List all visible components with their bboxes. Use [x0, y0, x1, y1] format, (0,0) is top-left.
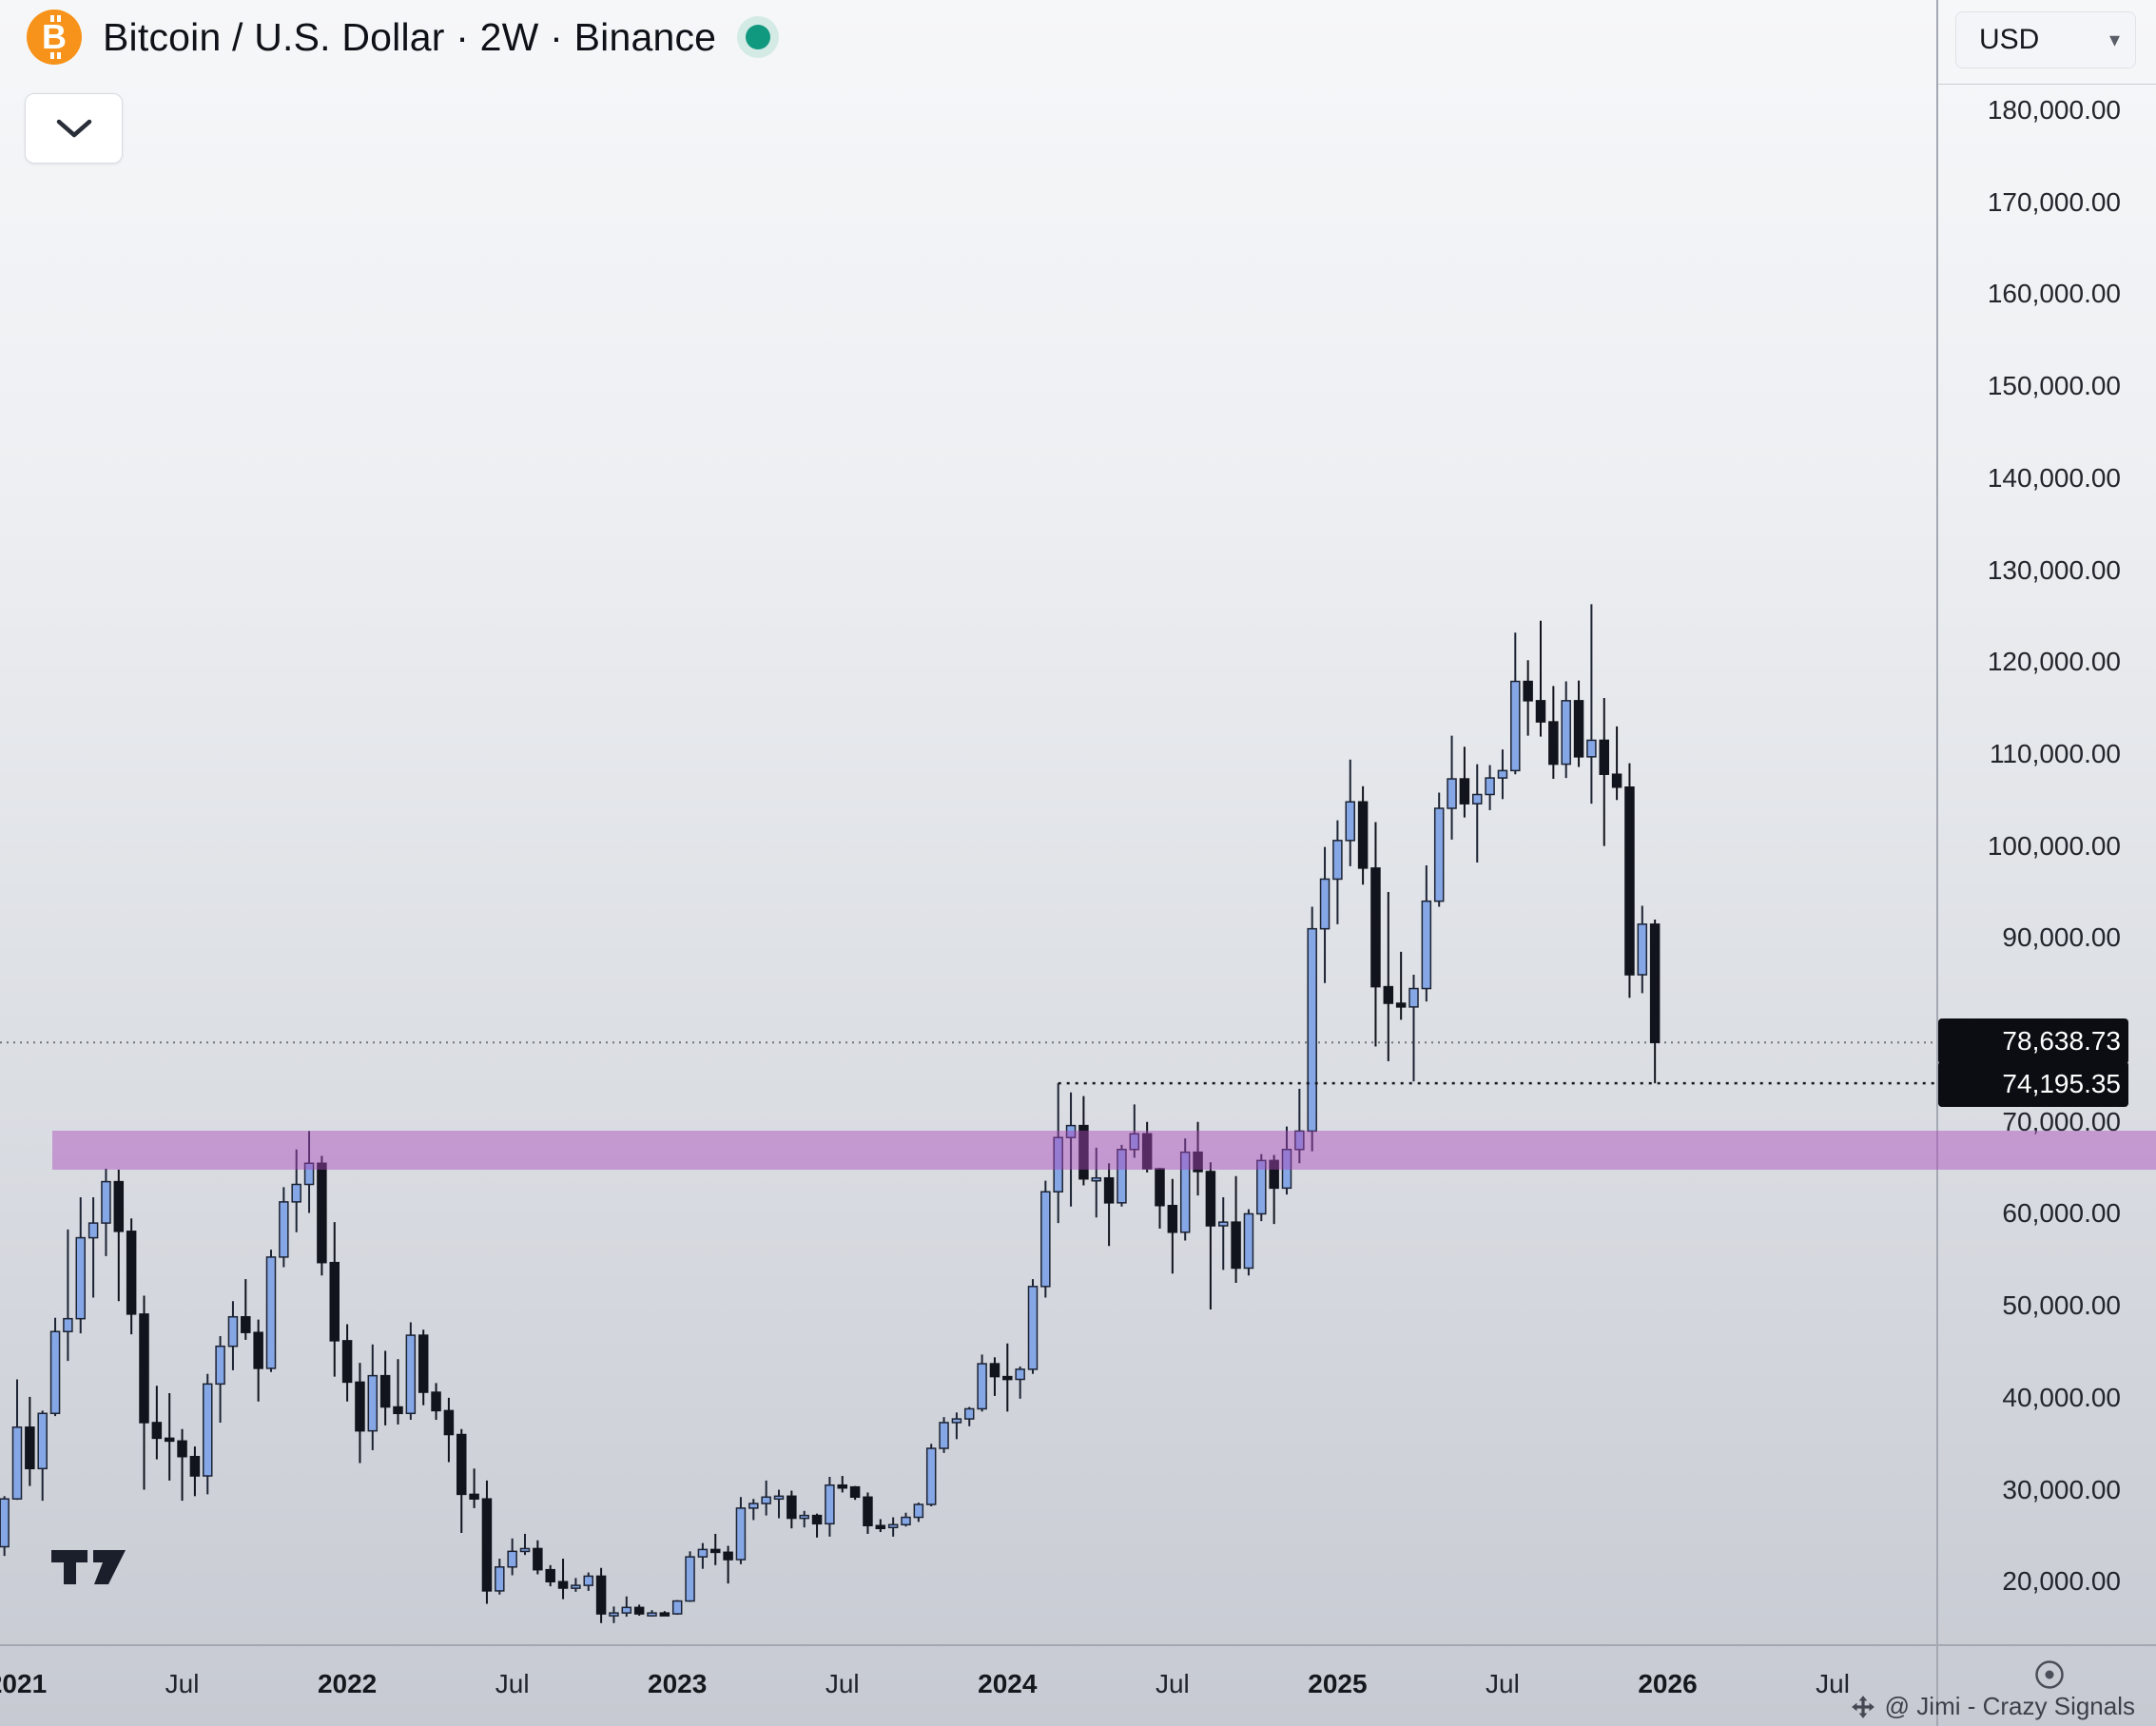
svg-text:B: B	[42, 17, 67, 56]
move-icon	[1851, 1695, 1874, 1718]
target-icon[interactable]	[2031, 1657, 2068, 1697]
time-axis-label: 2025	[1308, 1669, 1368, 1698]
price-axis-label: 80,000.00	[2002, 1015, 2121, 1045]
price-axis-label: 120,000.00	[1987, 647, 2121, 677]
price-axis-separator	[1936, 0, 1938, 1726]
currency-dropdown[interactable]: USD ▾	[1955, 11, 2136, 68]
price-axis-label: 160,000.00	[1987, 279, 2121, 309]
currency-label: USD	[1979, 24, 2040, 55]
symbol-title[interactable]: Bitcoin / U.S. Dollar · 2W · Binance	[103, 14, 717, 59]
legend-collapse-button[interactable]	[25, 93, 123, 164]
signature-watermark: @ Jimi - Crazy Signals	[1851, 1692, 2135, 1721]
price-axis-label: 90,000.00	[2002, 922, 2121, 953]
time-axis-label: 2024	[978, 1669, 1038, 1698]
candle-series	[0, 604, 1661, 1623]
time-axis-label: 2022	[317, 1669, 378, 1698]
caret-down-icon: ▾	[2108, 28, 2120, 51]
price-axis-label: 50,000.00	[2002, 1290, 2121, 1321]
symbol-legend: B Bitcoin / U.S. Dollar · 2W · Binance	[27, 10, 780, 65]
price-axis-label: 170,000.00	[1987, 186, 2121, 217]
time-axis-label: Jul	[825, 1669, 860, 1698]
market-status-ring	[737, 16, 780, 58]
bitcoin-icon: B	[27, 10, 82, 65]
price-axis-label: 70,000.00	[2002, 1106, 2121, 1136]
price-axis-label: 140,000.00	[1987, 462, 2121, 493]
time-axis-label: 2021	[0, 1669, 48, 1698]
axis-header-divider	[1938, 84, 2156, 85]
price-axis-label: 110,000.00	[1989, 738, 2121, 768]
time-axis[interactable]: 2021 Jul 2022 Jul 2023 Jul 2024 Jul 2025 Jul 2026 J…	[0, 1644, 1936, 1726]
price-axis-label: 150,000.00	[1987, 371, 2121, 401]
time-axis-label: 2026	[1638, 1669, 1698, 1698]
market-open-dot	[746, 25, 771, 49]
time-axis-label: Jul	[1816, 1669, 1850, 1698]
candlestick-chart[interactable]	[0, 0, 1936, 1644]
watermark-text: @ Jimi - Crazy Signals	[1884, 1692, 2135, 1720]
price-axis-label: 60,000.00	[2002, 1198, 2121, 1229]
time-axis-label: 2023	[648, 1669, 708, 1698]
price-axis-label: 40,000.00	[2002, 1382, 2121, 1412]
time-axis-label: Jul	[1486, 1669, 1520, 1698]
price-axis[interactable]: 180,000.00 170,000.00 160,000.00 150,000.00…	[1937, 0, 2156, 1644]
time-axis-label: Jul	[495, 1669, 530, 1698]
price-axis-label: 100,000.00	[1987, 830, 2121, 861]
chevron-down-icon	[56, 119, 91, 138]
tradingview-logo[interactable]	[51, 1537, 131, 1595]
support-zone-rectangle[interactable]	[52, 1131, 2156, 1171]
price-axis-label: 130,000.00	[1987, 554, 2121, 585]
time-axis-label: Jul	[165, 1669, 200, 1698]
price-axis-label: 20,000.00	[2002, 1566, 2121, 1597]
price-axis-label: 30,000.00	[2002, 1474, 2121, 1504]
time-axis-label: Jul	[1155, 1669, 1190, 1698]
price-axis-label: 180,000.00	[1987, 95, 2121, 126]
time-axis-separator	[0, 1644, 2156, 1646]
